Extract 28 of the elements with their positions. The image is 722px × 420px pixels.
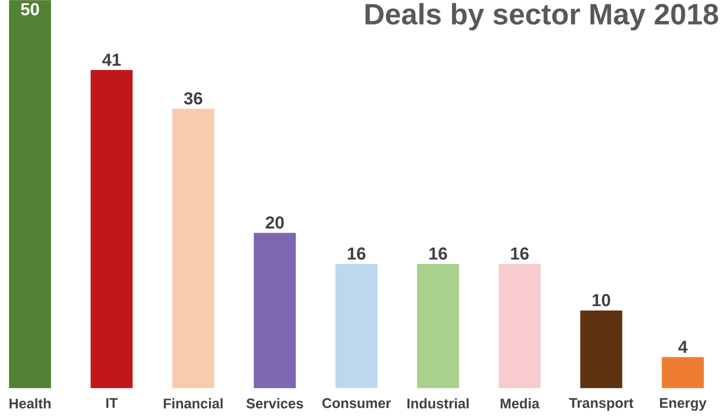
data-label: 36 bbox=[184, 92, 202, 104]
x-tick-label: Energy bbox=[660, 398, 706, 411]
bar bbox=[498, 264, 541, 388]
data-label: 41 bbox=[102, 54, 121, 66]
bar bbox=[254, 232, 296, 388]
bar bbox=[335, 264, 378, 388]
x-tick-label: Financial bbox=[164, 398, 223, 408]
x-tick-label: IT bbox=[106, 398, 118, 408]
bar bbox=[90, 70, 133, 388]
chart-title: Deals by sector May 2018 bbox=[366, 2, 718, 30]
x-tick-label: Services bbox=[246, 398, 304, 408]
data-label: 10 bbox=[592, 294, 610, 306]
bar bbox=[172, 108, 214, 388]
bar bbox=[9, 0, 52, 388]
data-label: 4 bbox=[678, 340, 688, 353]
x-tick-label: Media bbox=[500, 398, 540, 408]
bar bbox=[580, 310, 622, 388]
data-label: 50 bbox=[20, 3, 39, 16]
x-tick-label: Industrial bbox=[407, 398, 469, 408]
data-label: 16 bbox=[429, 247, 448, 260]
data-label: 16 bbox=[348, 247, 366, 260]
x-tick-label: Transport bbox=[569, 398, 634, 411]
data-label: 20 bbox=[266, 216, 284, 229]
bar bbox=[662, 357, 704, 388]
data-label: 16 bbox=[511, 247, 529, 260]
x-tick-label: Consumer bbox=[322, 398, 391, 408]
bar bbox=[417, 264, 460, 388]
x-tick-label: Health bbox=[10, 398, 51, 408]
